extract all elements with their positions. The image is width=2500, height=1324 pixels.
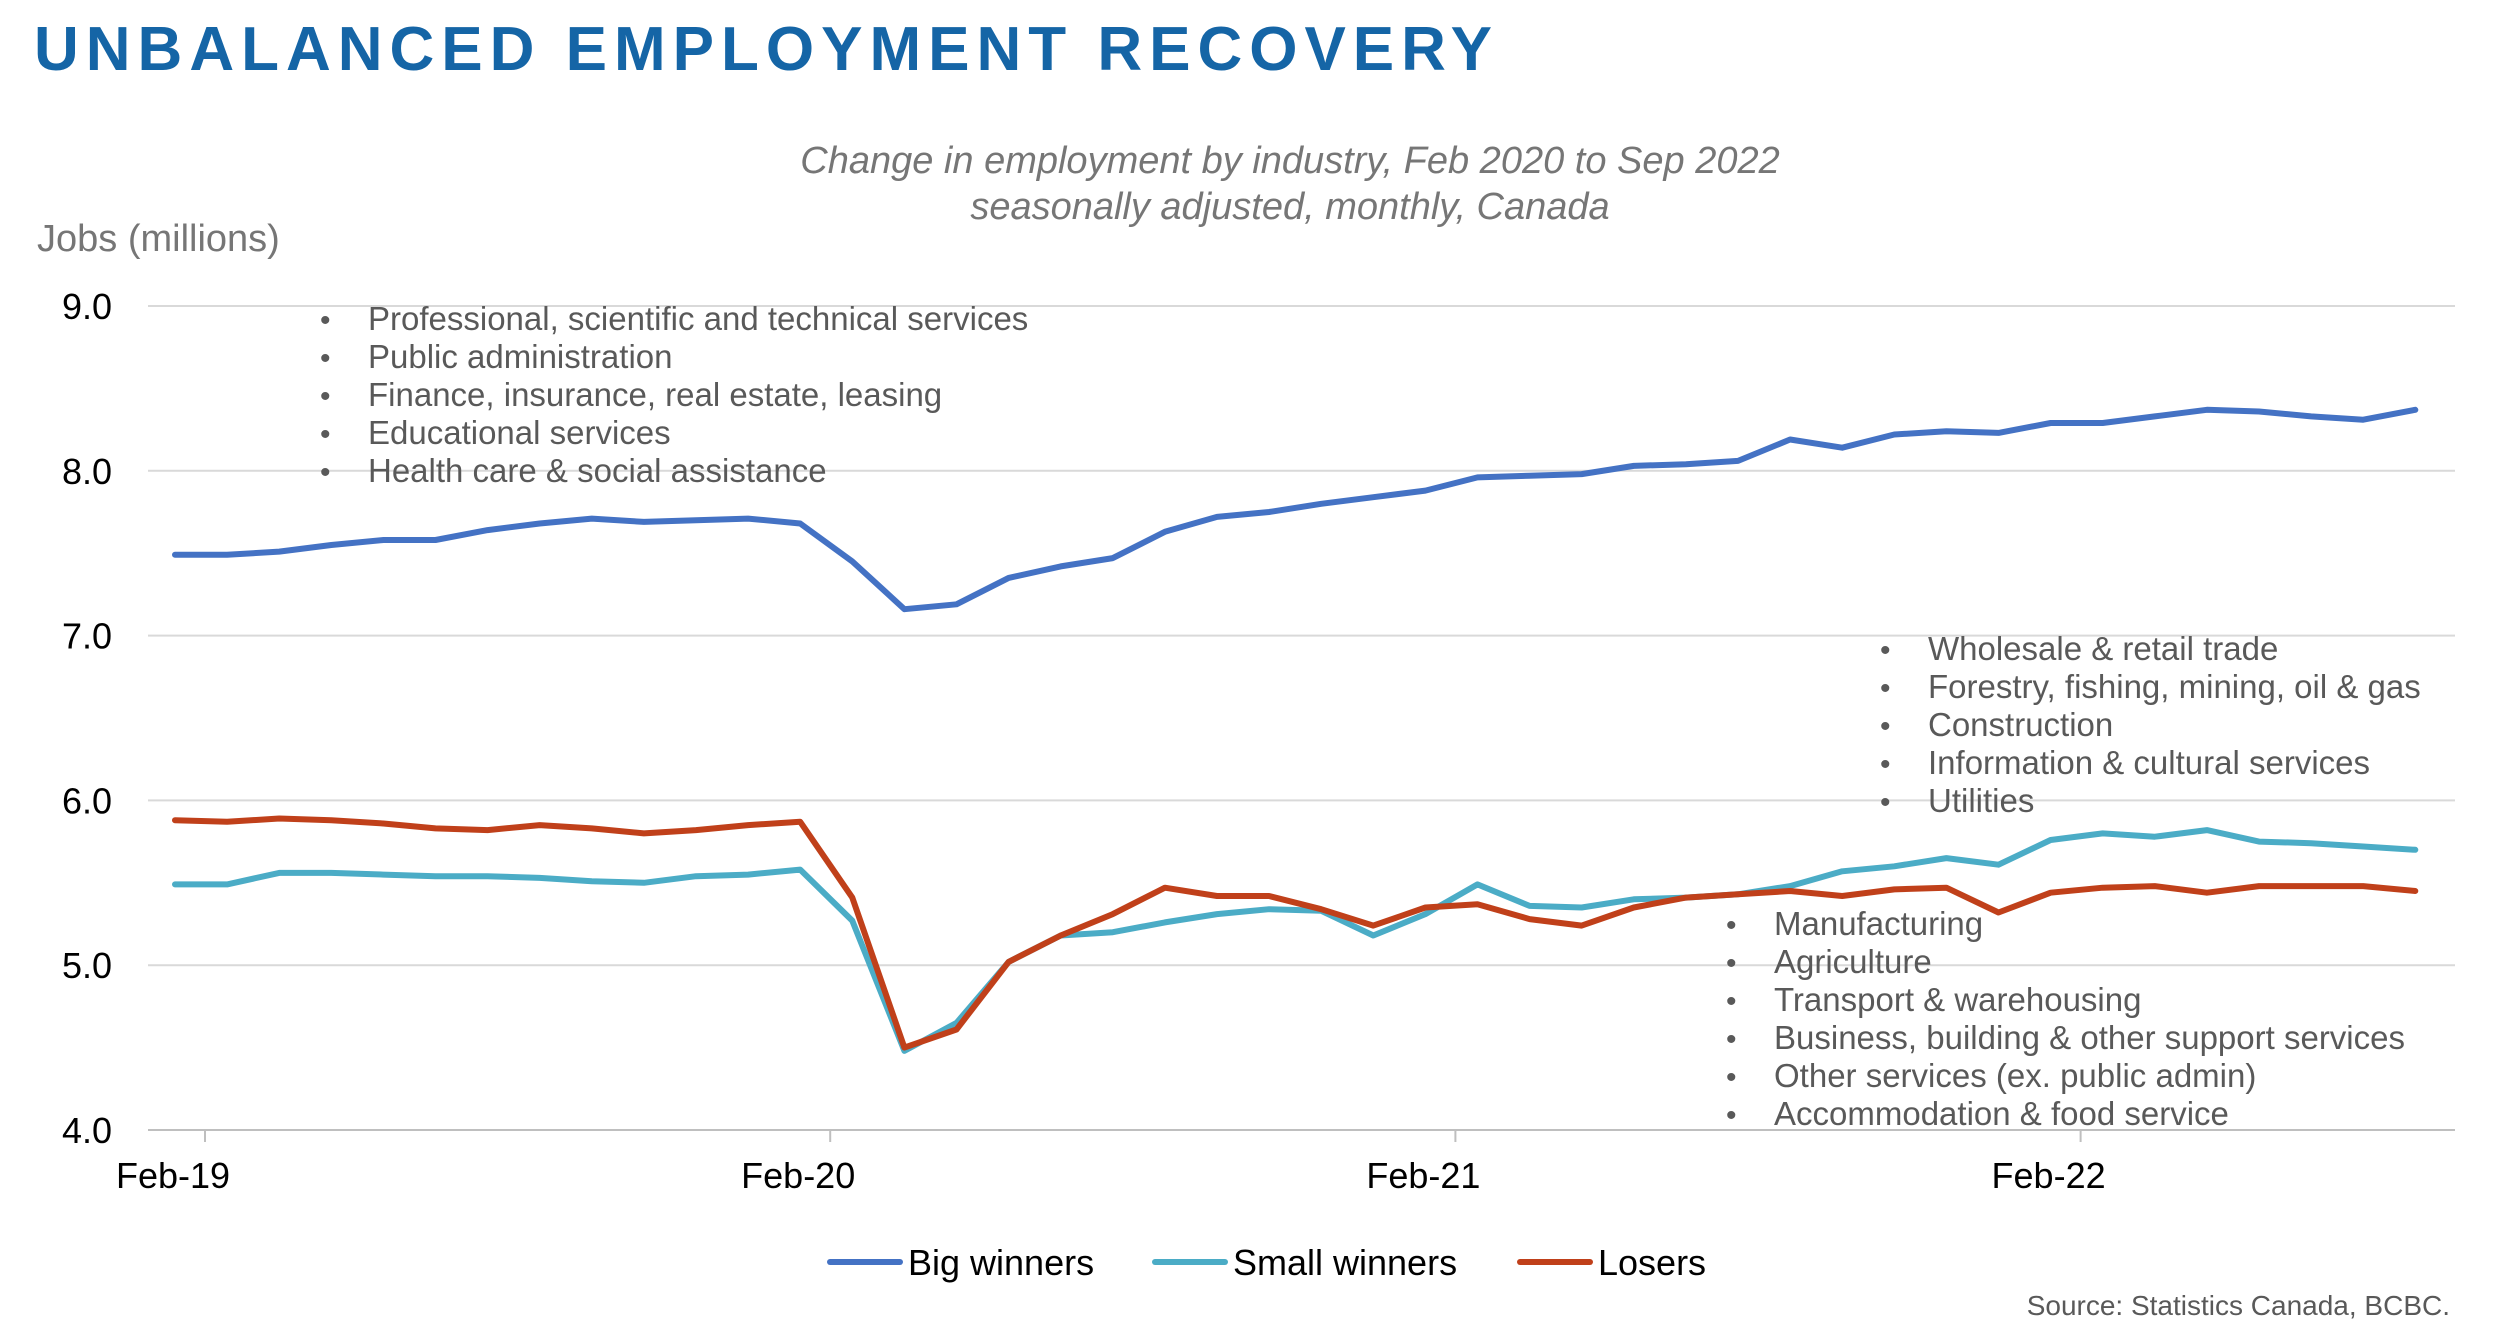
legend-label: Small winners xyxy=(1233,1242,1457,1283)
annotation-item: Wholesale & retail trade xyxy=(1928,630,2278,667)
y-tick-label: 4.0 xyxy=(62,1110,112,1151)
page-title: UNBALANCED EMPLOYMENT RECOVERY xyxy=(34,15,1499,84)
chart-subtitle-line-2: seasonally adjusted, monthly, Canada xyxy=(970,186,1610,228)
y-tick-label: 5.0 xyxy=(62,945,112,986)
bullet: • xyxy=(320,418,331,451)
bullet: • xyxy=(320,456,331,489)
bullet: • xyxy=(1726,985,1737,1018)
y-tick-label: 7.0 xyxy=(62,616,112,657)
bullet: • xyxy=(1726,909,1737,942)
source-note: Source: Statistics Canada, BCBC. xyxy=(2026,1290,2450,1321)
annotation-item: Public administration xyxy=(368,338,672,375)
series-line-big-winners xyxy=(172,406,2419,613)
x-tick-label: Feb-20 xyxy=(741,1155,855,1196)
y-tick-label: 8.0 xyxy=(62,451,112,492)
legend: Big winners Small winners Losers xyxy=(827,1242,1706,1283)
annotation-item: Transport & warehousing xyxy=(1774,981,2141,1018)
bullet: • xyxy=(1726,1099,1737,1132)
bullet: • xyxy=(1880,748,1891,781)
annotation-big-winners: • Professional, scientific and technical … xyxy=(320,300,1028,489)
bullet: • xyxy=(320,380,331,413)
y-axis-label: Jobs (millions) xyxy=(37,218,280,260)
legend-item-small-winners: Small winners xyxy=(1152,1242,1457,1283)
bullet: • xyxy=(1880,634,1891,667)
gridlines xyxy=(148,305,2455,967)
annotation-item: Information & cultural services xyxy=(1928,744,2370,781)
bullet: • xyxy=(1880,786,1891,819)
bullet: • xyxy=(1880,710,1891,743)
legend-item-big-winners: Big winners xyxy=(827,1242,1094,1283)
annotation-item: Educational services xyxy=(368,414,671,451)
bullet: • xyxy=(320,342,331,375)
annotation-item: Professional, scientific and technical s… xyxy=(368,300,1028,337)
annotation-item: Other services (ex. public admin) xyxy=(1774,1057,2256,1094)
y-tick-label: 6.0 xyxy=(62,780,112,821)
series-line-small-winners xyxy=(172,827,2419,1054)
legend-label: Losers xyxy=(1598,1242,1706,1283)
legend-label: Big winners xyxy=(908,1242,1094,1283)
bullet: • xyxy=(1726,1023,1737,1056)
annotation-item: Construction xyxy=(1928,706,2113,743)
x-tick-label: Feb-22 xyxy=(1992,1155,2106,1196)
annotation-small-winners: • Wholesale & retail trade • Forestry, fish… xyxy=(1880,630,2421,819)
axes: 4.0 5.0 6.0 7.0 8.0 9.0 Feb-19 Feb-20 Feb-21 Feb-… xyxy=(62,286,2455,1196)
annotation-item: Forestry, fishing, mining, oil & gas xyxy=(1928,668,2421,705)
chart-subtitle-line-1: Change in employment by industry, Feb 20… xyxy=(800,140,1780,182)
industry-annotations: • Professional, scientific and technical … xyxy=(320,300,2421,1132)
series-lines xyxy=(172,406,2419,1054)
annotation-item: Manufacturing xyxy=(1774,905,1983,942)
x-tick-label: Feb-19 xyxy=(116,1155,230,1196)
annotation-losers: • Manufacturing • Agriculture • Transport & w… xyxy=(1726,905,2405,1132)
bullet: • xyxy=(320,304,331,337)
annotation-item: Health care & social assistance xyxy=(368,452,827,489)
y-tick-label: 9.0 xyxy=(62,286,112,327)
bullet: • xyxy=(1726,1061,1737,1094)
annotation-item: Finance, insurance, real estate, leasing xyxy=(368,376,942,413)
annotation-item: Business, building & other support servi… xyxy=(1774,1019,2405,1056)
annotation-item: Agriculture xyxy=(1774,943,1932,980)
annotation-item: Accommodation & food service xyxy=(1774,1095,2229,1132)
bullet: • xyxy=(1880,672,1891,705)
annotation-item: Utilities xyxy=(1928,782,2034,819)
series-line-losers xyxy=(172,815,2419,1051)
x-tick-label: Feb-21 xyxy=(1366,1155,1480,1196)
bullet: • xyxy=(1726,947,1737,980)
legend-item-losers: Losers xyxy=(1517,1242,1706,1283)
